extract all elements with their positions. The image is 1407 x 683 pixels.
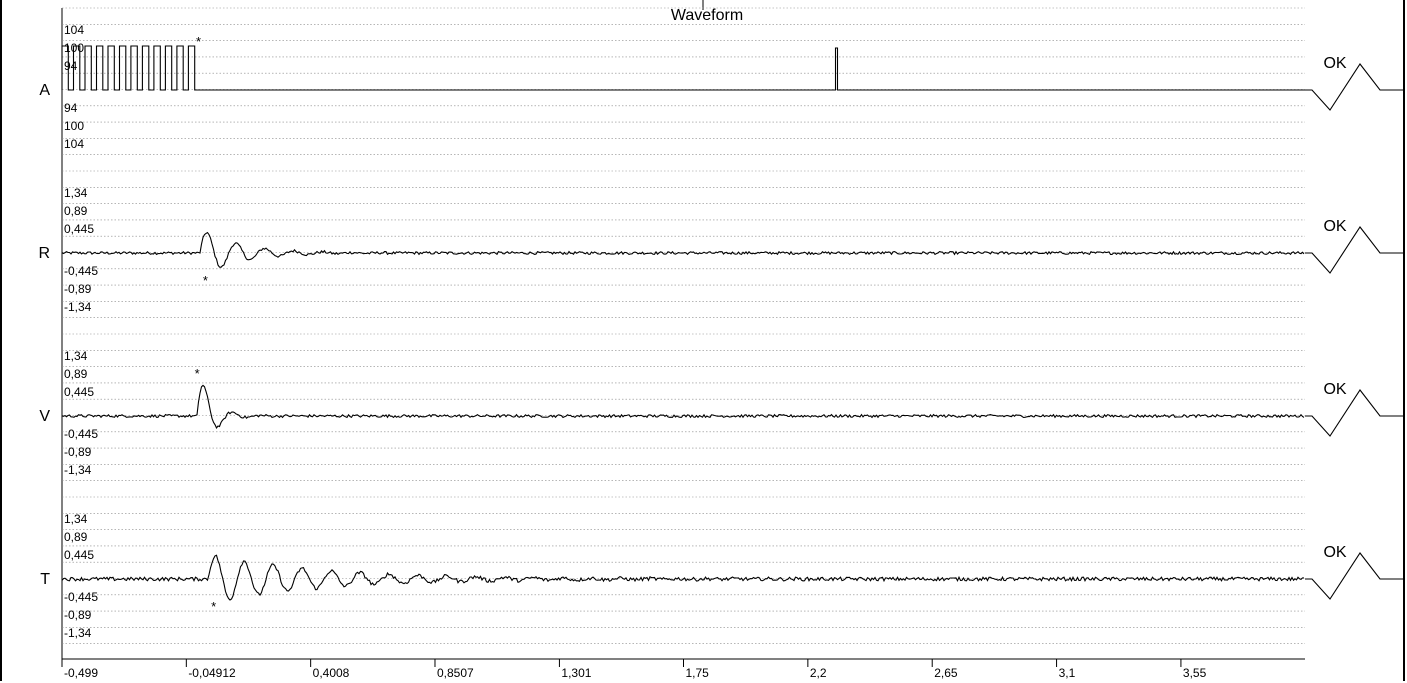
y-tick-label-t: -0,89 (64, 608, 92, 622)
x-tick-label: 3,55 (1183, 666, 1207, 680)
trace-v (61, 384, 1305, 429)
channel-label-t: T (40, 571, 50, 588)
status-indicator-t (1305, 552, 1405, 600)
event-marker-v: * (195, 366, 200, 381)
x-tick-label: 2,65 (934, 666, 958, 680)
y-tick-label-a: 104 (64, 137, 84, 151)
x-tick-label: -0,499 (64, 666, 98, 680)
trace-t (61, 554, 1304, 601)
status-indicator-v (1305, 389, 1405, 437)
y-tick-label-v: -0,445 (64, 427, 98, 441)
trace-r (61, 231, 1305, 268)
y-tick-label-a: 94 (64, 101, 78, 115)
y-tick-label-v: -0,89 (64, 445, 92, 459)
event-marker-r: * (203, 273, 208, 288)
x-tick-label: 3,1 (1059, 666, 1076, 680)
y-tick-label-t: -0,445 (64, 590, 98, 604)
x-tick-label: -0,04912 (188, 666, 236, 680)
x-tick-label: 2,2 (810, 666, 827, 680)
y-tick-label-t: -1,34 (64, 626, 92, 640)
y-tick-label-t: 1,34 (64, 512, 88, 526)
y-tick-label-v: 1,34 (64, 349, 88, 363)
y-tick-label-r: 0,89 (64, 204, 88, 218)
status-ok-t: OK (1323, 544, 1346, 561)
y-tick-label-a: 94 (64, 59, 78, 73)
status-ok-v: OK (1323, 381, 1346, 398)
x-tick-label: 1,75 (686, 666, 710, 680)
y-tick-label-t: 0,89 (64, 530, 88, 544)
y-tick-label-v: 0,445 (64, 385, 94, 399)
y-tick-label-r: -0,89 (64, 282, 92, 296)
y-tick-label-r: -1,34 (64, 300, 92, 314)
channel-label-r: R (38, 245, 50, 262)
trace-a (61, 45, 1305, 91)
event-marker-t: * (211, 599, 216, 614)
y-tick-label-v: -1,34 (64, 463, 92, 477)
y-tick-label-v: 0,89 (64, 367, 88, 381)
y-tick-label-t: 0,445 (64, 548, 94, 562)
y-tick-label-r: 1,34 (64, 186, 88, 200)
status-ok-a: OK (1323, 55, 1346, 72)
channel-label-v: V (39, 408, 50, 425)
x-tick-label: 0,8507 (437, 666, 474, 680)
plot-area: -0,499 -0,04912 0,4008 0,8507 1,301 1,75 2,2 2,… (38, 7, 1405, 680)
x-tick-label: 1,301 (561, 666, 591, 680)
y-tick-label-r: -0,445 (64, 264, 98, 278)
y-tick-label-r: 0,445 (64, 222, 94, 236)
chart-title: Waveform (671, 7, 743, 24)
y-tick-label-a: 100 (64, 119, 84, 133)
channel-label-a: A (39, 82, 50, 99)
status-indicator-a (1305, 63, 1405, 111)
x-tick-label: 0,4008 (313, 666, 350, 680)
event-marker-a: * (196, 34, 201, 49)
status-indicator-r (1305, 226, 1405, 274)
y-tick-label-a: 100 (64, 41, 84, 55)
y-tick-label-a: 104 (64, 23, 84, 37)
status-ok-r: OK (1323, 218, 1346, 235)
